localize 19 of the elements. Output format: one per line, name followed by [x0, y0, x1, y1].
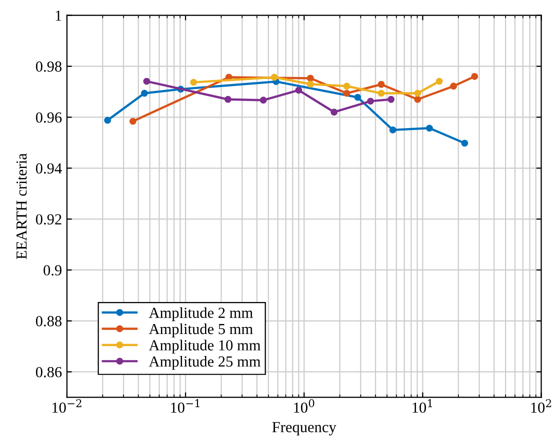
y-axis-title: EEARTH criteria: [16, 153, 27, 260]
x-tick-label: 10$^{−2}$: [52, 399, 82, 413]
y-tick-label: 0.94: [36, 163, 62, 174]
legend-label: Amplitude 25 mm: [148, 356, 261, 370]
x-tick-label: 10$^{2}$: [531, 399, 552, 413]
legend-label: Amplitude 2 mm: [148, 307, 253, 322]
y-tick-label: 0.9: [44, 265, 62, 276]
x-axis-title: Frequency: [272, 422, 336, 436]
x-tick-label: 10$^{0}$: [294, 399, 314, 413]
y-tick-label: 0.98: [36, 61, 62, 72]
x-tick-label: 10$^{1}$: [412, 399, 432, 413]
legend-label: Amplitude 5 mm: [148, 323, 253, 338]
legend-label: Amplitude 10 mm: [148, 340, 261, 354]
y-tick-label: 0.96: [36, 112, 62, 123]
y-tick-label: 0.88: [36, 316, 62, 326]
y-tick-label: 1: [56, 10, 62, 21]
x-tick-label: 10$^{−1}$: [171, 399, 200, 413]
y-tick-label: 0.86: [36, 366, 62, 378]
y-tick-label: 0.92: [36, 214, 62, 225]
